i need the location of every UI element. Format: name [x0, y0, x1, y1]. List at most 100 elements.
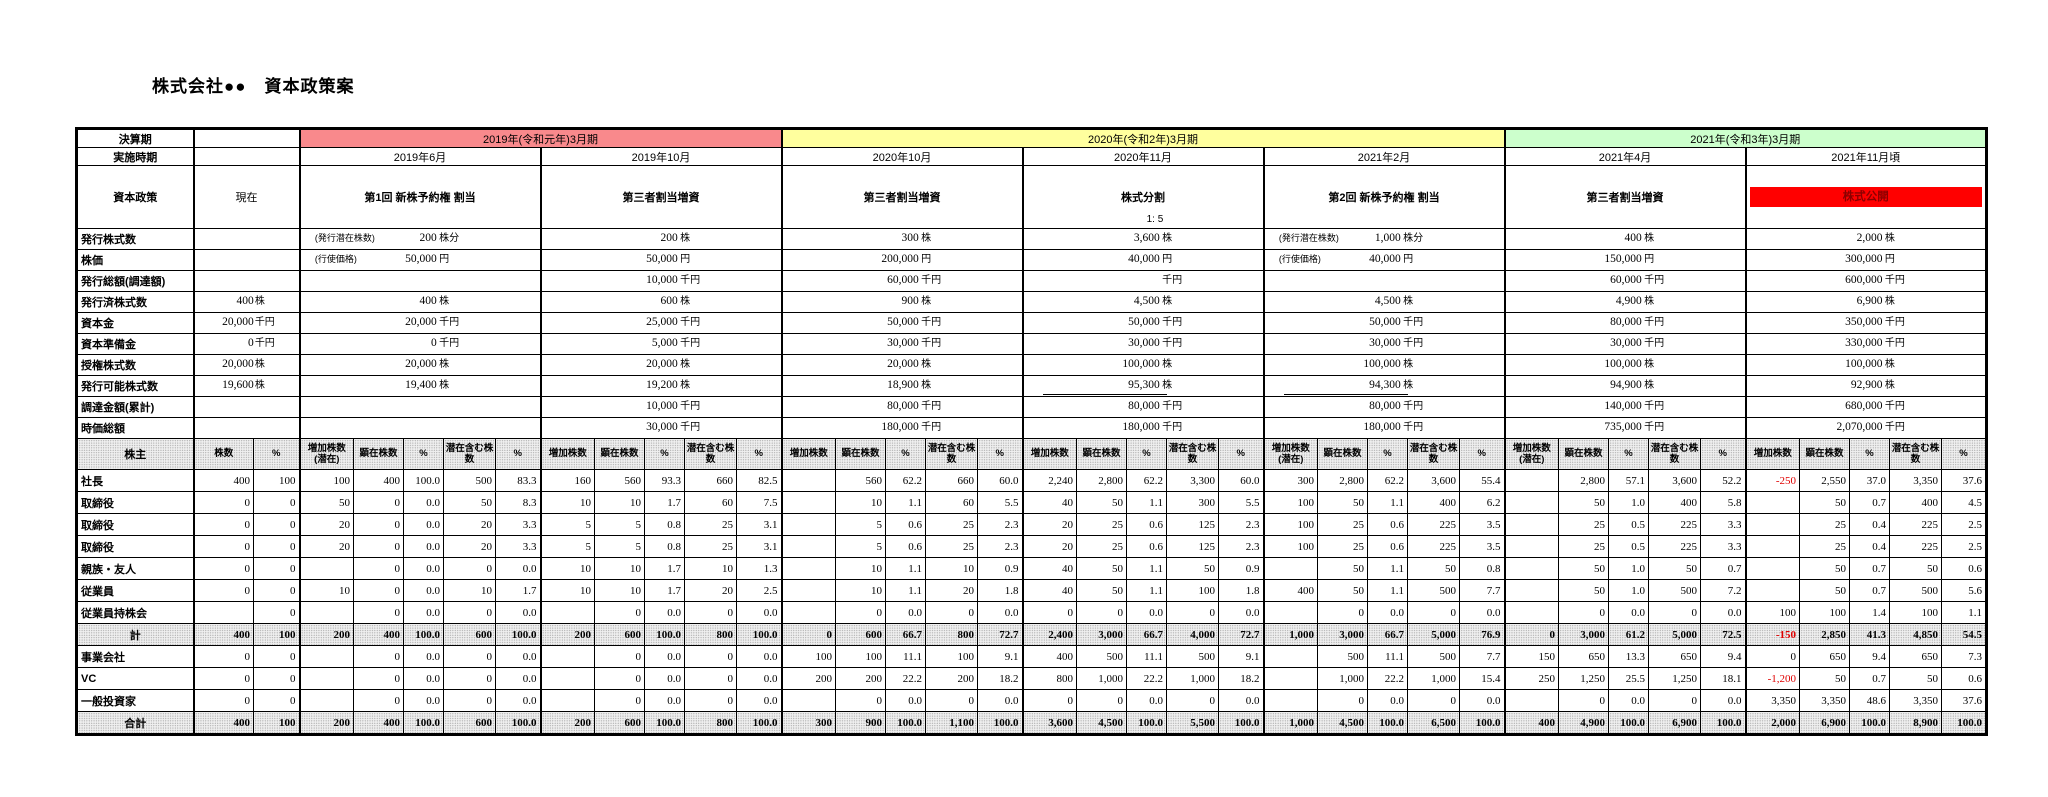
- cell-value: 1,000: [1098, 672, 1123, 685]
- metric-value-cell: 330,000 千円: [1744, 333, 1987, 355]
- share-value-cell: 2.3: [977, 535, 1023, 558]
- capital-policy-table: 決算期 2019年(令和元年)3月期 2020年(令和2年)3月期 2021年(令和3…: [75, 127, 1988, 736]
- round-date-cell-text: 2021年2月: [1357, 151, 1411, 164]
- share-value-cell: 5: [539, 535, 595, 558]
- cell-value: 1.1: [1390, 562, 1404, 575]
- metric-value-cell: 0 千円: [192, 333, 300, 355]
- metric-unit: 株: [439, 359, 450, 370]
- metric-value-cell: 千円: [1021, 270, 1264, 292]
- metric-prefix: (行使価格): [1278, 254, 1321, 264]
- metric-value: 735,000: [1604, 421, 1642, 433]
- share-value-cell: 25: [684, 513, 737, 536]
- cell-value: 3,000: [1580, 628, 1605, 641]
- metric-value-cell: 180,000 千円: [1262, 417, 1505, 439]
- cell-value: 2.5: [763, 584, 778, 597]
- share-value-cell: 1,000: [1262, 711, 1318, 735]
- metric-value: 5,000: [651, 337, 678, 349]
- cell-value: 10: [871, 584, 882, 597]
- metric-value: 40,000: [1128, 253, 1160, 265]
- cell-value: 100.0: [752, 716, 778, 729]
- cell-value: 5: [635, 518, 642, 531]
- round-date-cell-text: 2020年11月: [1114, 151, 1172, 164]
- table-row: 親族・友人 0 0 0 0.0 0 0.0 10 10 1.7 10 1.3 10 1.1 10 0.9 40 5…: [76, 557, 1987, 580]
- cell-value: 0: [394, 672, 401, 685]
- table-row: 発行総額(調達額) 10,000 千円 60,000 千円 千円 60,000 千円 600,0…: [76, 270, 1987, 292]
- cell-value: 3,350: [1821, 694, 1846, 707]
- share-value-cell: 0.9: [977, 557, 1023, 580]
- column-subheader: 増加株数(潜在): [298, 438, 354, 470]
- share-value-cell: 125: [1166, 513, 1219, 536]
- round-date-cell: 2021年2月: [1262, 147, 1505, 166]
- share-value-cell: 0.0: [495, 667, 541, 690]
- cell-value: 5,000: [1431, 628, 1456, 641]
- cell-value: 0.0: [522, 562, 537, 575]
- share-value-cell: 82.5: [736, 469, 782, 492]
- metric-unit: 千円: [254, 338, 275, 349]
- cell-value: 2.5: [1968, 518, 1982, 531]
- metric-value-cell: [192, 228, 300, 250]
- table-row: 資本金 20,000 千円 20,000 千円 25,000 千円 50,000 千円 50,00…: [76, 312, 1987, 334]
- cell-value: 3,300: [1190, 474, 1215, 487]
- fiscal-band-cell-text: 2021年(令和3年)3月期: [1690, 133, 1801, 146]
- cell-value: 1.1: [1390, 496, 1404, 509]
- column-subheader-text: %: [1383, 448, 1392, 460]
- metric-unit: 円: [439, 254, 450, 265]
- share-value-cell: 76.9: [1459, 623, 1505, 646]
- cell-value: 0.0: [1486, 606, 1501, 619]
- column-subheader-text: %: [754, 448, 763, 460]
- column-subheader-text: %: [513, 448, 522, 460]
- metric-value-cell: 140,000 千円: [1503, 396, 1746, 418]
- share-value-cell: 7.7: [1459, 579, 1505, 602]
- cell-value: 0.0: [1390, 694, 1404, 707]
- cell-value: 37.6: [1962, 474, 1982, 487]
- share-value-cell: 100: [1889, 601, 1942, 624]
- cell-value: 100: [333, 474, 351, 487]
- share-value-cell: 50: [1166, 557, 1219, 580]
- fiscal-period-row-label-text: 決算期: [118, 133, 152, 146]
- column-subheader-text: 潜在含む株数: [927, 442, 976, 465]
- share-value-cell: 20: [925, 579, 978, 602]
- metric-unit: 千円: [1884, 422, 1905, 433]
- share-value-cell: 400: [192, 711, 254, 735]
- share-value-cell: 5.5: [1218, 491, 1264, 514]
- share-value-cell: 0: [684, 689, 737, 712]
- share-value-cell: 0.0: [403, 535, 444, 558]
- cell-value: 25.5: [1625, 672, 1645, 685]
- metric-value: 80,000: [1369, 400, 1401, 412]
- metric-row-label: 授権株式数: [76, 354, 194, 376]
- share-value-cell: 3,350: [1889, 469, 1942, 492]
- share-value-cell: [1503, 601, 1559, 624]
- metric-value-cell: [192, 396, 300, 418]
- share-value-cell: 1.1: [1941, 601, 1987, 624]
- table-row: 取締役 0 0 20 0 0.0 20 3.3 5 5 0.8 25 3.1 5 0.6 25 2.3 20 25 0…: [76, 513, 1987, 536]
- share-value-cell: 600: [443, 623, 496, 646]
- metric-unit: 株: [1644, 296, 1655, 307]
- cell-value: 1.1: [1968, 606, 1982, 619]
- cell-value: 0.0: [426, 606, 440, 619]
- share-value-cell: 50: [1889, 667, 1942, 690]
- cell-value: 9.4: [1872, 650, 1886, 663]
- metric-value: 600,000: [1845, 274, 1883, 286]
- round-date-cell: 2019年6月: [298, 147, 541, 166]
- cell-value: 0.0: [667, 672, 681, 685]
- share-value-cell: 5.5: [977, 491, 1023, 514]
- share-value-cell: [1503, 579, 1559, 602]
- shareholder-row-label: 一般投資家: [76, 689, 194, 712]
- column-subheader: %: [495, 438, 541, 470]
- share-value-cell: 1,250: [1558, 667, 1609, 690]
- share-value-cell: 50: [298, 491, 354, 514]
- share-value-cell: 0.0: [736, 601, 782, 624]
- metric-value-cell: 30,000 千円: [780, 333, 1023, 355]
- cell-value: 10: [481, 584, 492, 597]
- cell-value: 2,800: [1339, 474, 1364, 487]
- share-value-cell: 20: [1021, 513, 1077, 536]
- cell-value: 5.5: [1245, 496, 1260, 509]
- share-value-cell: 2.3: [1218, 513, 1264, 536]
- column-subheader: %: [403, 438, 444, 470]
- column-subheader-text: 潜在含む株数: [686, 442, 735, 465]
- cell-value: 0.6: [1390, 540, 1404, 553]
- metric-value: 0: [430, 337, 437, 349]
- shareholder-row-label-text: 取締役: [81, 519, 114, 532]
- cell-value: 0.0: [667, 650, 681, 663]
- share-value-cell: 225: [1889, 535, 1942, 558]
